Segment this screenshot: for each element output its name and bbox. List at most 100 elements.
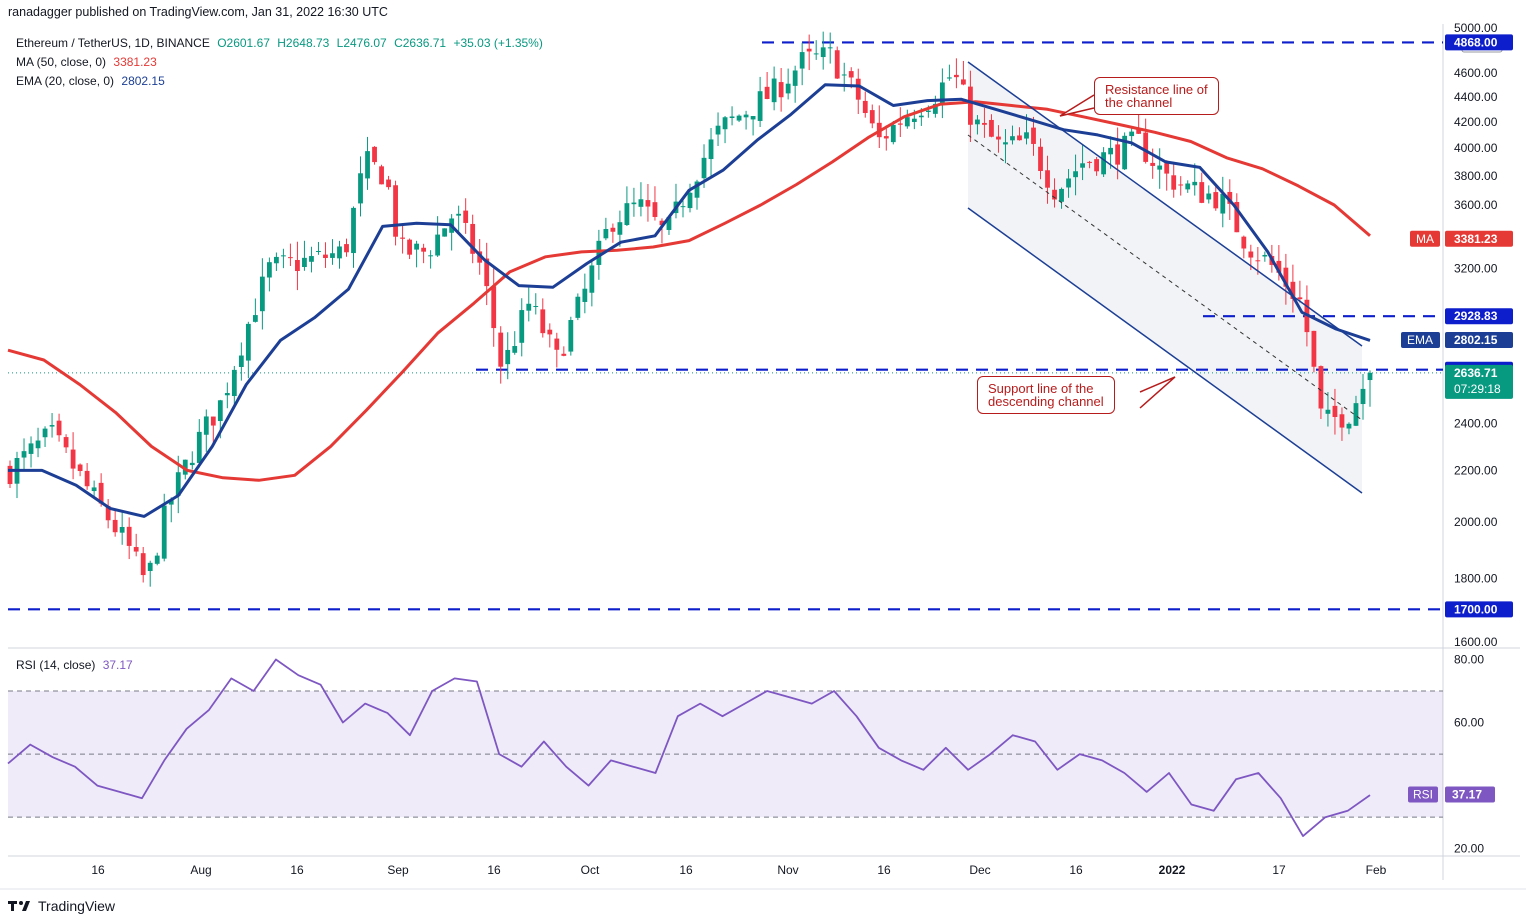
candle-body	[568, 320, 574, 352]
candle-body	[1171, 175, 1177, 190]
rsi-tag	[1408, 786, 1438, 803]
candle-body	[1311, 330, 1317, 367]
candle-body	[771, 78, 777, 103]
candle-body	[631, 202, 637, 205]
ema-legend-value: 2802.15	[121, 74, 165, 88]
symbol-legend: Ethereum / TetherUS, 1D, BINANCE O2601.6…	[16, 36, 543, 50]
candle-body	[245, 323, 251, 361]
candle-body	[1276, 260, 1282, 273]
ema-legend-label: EMA (20, close, 0)	[16, 74, 115, 88]
candle-body	[344, 244, 349, 253]
candle-body	[1220, 193, 1226, 214]
candle-body	[1010, 136, 1015, 141]
candle-body	[1136, 129, 1142, 134]
candle-body	[414, 243, 419, 250]
candle-body	[848, 71, 854, 78]
price-axis-tick-label: 2200.00	[1454, 463, 1498, 477]
time-axis-tick-label: 16	[487, 863, 501, 877]
time-axis-tick-label: 2022	[1159, 863, 1186, 877]
candle-body	[1234, 201, 1240, 233]
candle-body	[1003, 142, 1008, 145]
support-annotation-pointer	[1139, 376, 1176, 409]
candle-body	[463, 210, 469, 223]
candle-body	[764, 86, 770, 99]
candle-body	[288, 257, 293, 259]
candle-body	[722, 117, 728, 130]
candle-body	[526, 303, 532, 311]
candle-body	[35, 440, 41, 449]
candle-body	[435, 234, 441, 256]
candle-body	[638, 199, 644, 207]
ema-price-label-text: 2802.15	[1454, 333, 1498, 347]
time-axis-tick-label: 16	[290, 863, 304, 877]
candle-body	[379, 166, 384, 185]
candle-body	[295, 259, 300, 272]
change-value: +35.03 (+1.35%)	[453, 36, 543, 50]
candle-body	[554, 338, 560, 350]
candle-body	[968, 86, 973, 125]
candle-body	[21, 451, 27, 458]
rsi-legend-value: 37.17	[102, 658, 133, 672]
rsi-axis-tick-label: 60.00	[1454, 716, 1484, 730]
candle-body	[540, 309, 546, 334]
candle-body	[1122, 135, 1128, 170]
candle-body	[961, 79, 966, 85]
candle-body	[470, 223, 476, 254]
open-value: O2601.67	[217, 36, 270, 50]
candle-body	[112, 519, 118, 533]
candle-body	[996, 136, 1001, 140]
ema-tag	[1401, 332, 1440, 349]
candle-body	[133, 547, 139, 552]
candle-body	[1297, 297, 1303, 300]
candle-body	[175, 472, 181, 496]
candle-body	[975, 119, 980, 125]
candle-body	[512, 346, 518, 353]
candle-body	[91, 487, 97, 492]
candle-body	[904, 117, 910, 127]
candle-body	[1241, 236, 1247, 249]
candle-body	[624, 203, 630, 226]
candle-body	[1087, 161, 1092, 163]
candle-body	[1157, 165, 1163, 170]
candle-body	[1248, 251, 1254, 258]
candle-body	[519, 310, 525, 343]
price-axis-tick-label: 5000.00	[1454, 21, 1498, 35]
candle-body	[1367, 372, 1373, 381]
time-axis-tick-label: Oct	[581, 863, 600, 877]
candle-body	[386, 179, 391, 188]
candle-body	[1045, 170, 1050, 188]
candle-body	[932, 103, 938, 114]
ema20-line	[8, 83, 1371, 518]
candle-body	[407, 239, 412, 255]
candle-body	[1150, 162, 1156, 166]
candle-body	[1080, 163, 1085, 168]
candle-body	[701, 157, 707, 179]
price-axis-tick-label: 4400.00	[1454, 90, 1498, 104]
candle-body	[84, 470, 90, 487]
candle-body	[1017, 135, 1022, 141]
ma-price-label-text: 3381.23	[1454, 232, 1498, 246]
candle-body	[189, 462, 195, 466]
candle-body	[393, 185, 398, 237]
candle-body	[484, 258, 490, 287]
footer-brand: TradingView	[38, 898, 116, 914]
countdown-label: 07:29:18	[1454, 382, 1501, 396]
candle-body	[105, 505, 111, 521]
candle-body	[617, 222, 623, 235]
candle-body	[196, 431, 202, 463]
candle-body	[911, 118, 917, 122]
price-axis-tick-label: 2400.00	[1454, 417, 1498, 431]
candle-body	[736, 115, 742, 121]
level-price-label	[1445, 601, 1513, 618]
candle-body	[358, 173, 363, 204]
rsi-tag-text: RSI	[1413, 788, 1433, 802]
resistance-annotation-line-1: Resistance line of	[1105, 82, 1208, 97]
candle-body	[694, 181, 700, 198]
candle-body	[575, 296, 581, 318]
candle-body	[182, 459, 188, 475]
candle-body	[841, 74, 847, 76]
low-value: L2476.07	[336, 36, 387, 50]
candle-body	[827, 47, 833, 49]
candle-body	[1115, 144, 1121, 165]
